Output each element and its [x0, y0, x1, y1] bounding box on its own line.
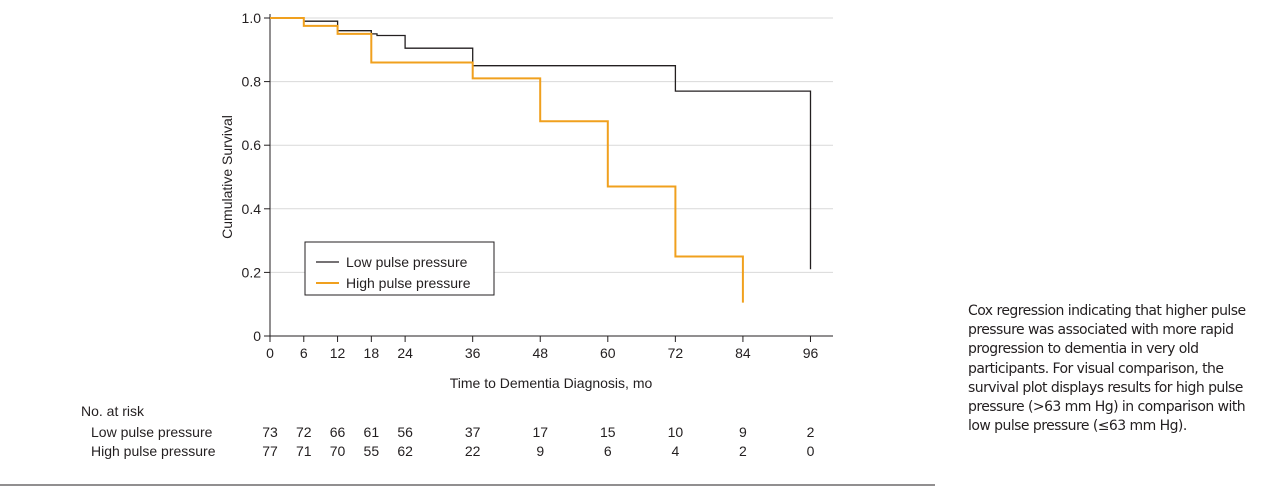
risk-count-high-pulse-pressure-2: 70 — [330, 443, 346, 459]
risk-count-high-pulse-pressure-8: 4 — [671, 443, 679, 459]
risk-count-low-pulse-pressure-9: 9 — [739, 424, 747, 440]
risk-count-high-pulse-pressure-4: 62 — [397, 443, 413, 459]
y-tick-label-0: 0 — [253, 328, 261, 344]
risk-count-low-pulse-pressure-4: 56 — [397, 424, 413, 440]
y-tick-label-3: 0.6 — [242, 137, 262, 153]
y-axis-title: Cumulative Survival — [219, 115, 235, 239]
risk-count-low-pulse-pressure-1: 72 — [296, 424, 312, 440]
risk-count-high-pulse-pressure-0: 77 — [262, 443, 278, 459]
legend-label-high-pulse-pressure: High pulse pressure — [346, 275, 471, 291]
grid-lines — [270, 17, 833, 273]
tick-marks-and-labels: 0 0.2 0.4 0.6 0.8 1.0 0 6 12 18 24 36 48 60 72 84 96 — [242, 10, 819, 361]
y-tick-label-2: 0.4 — [242, 201, 262, 217]
x-tick-label-10: 96 — [803, 345, 819, 361]
x-tick-label-8: 72 — [668, 345, 684, 361]
x-tick-label-7: 60 — [600, 345, 616, 361]
risk-row-label-high-pulse-pressure: High pulse pressure — [91, 443, 216, 459]
risk-count-high-pulse-pressure-7: 6 — [604, 443, 612, 459]
legend: Low pulse pressure High pulse pressure — [304, 241, 495, 296]
x-tick-label-9: 84 — [735, 345, 751, 361]
risk-count-high-pulse-pressure-6: 9 — [536, 443, 544, 459]
survival-curves — [270, 17, 812, 303]
series-line-high-pulse-pressure — [270, 17, 744, 303]
series-line-low-pulse-pressure — [270, 17, 812, 270]
axes — [269, 14, 833, 337]
risk-count-high-pulse-pressure-9: 2 — [739, 443, 747, 459]
x-tick-label-6: 48 — [532, 345, 548, 361]
risk-table-title: No. at risk — [81, 403, 145, 419]
risk-count-low-pulse-pressure-5: 37 — [465, 424, 481, 440]
risk-count-low-pulse-pressure-6: 17 — [532, 424, 548, 440]
risk-count-low-pulse-pressure-2: 66 — [330, 424, 346, 440]
risk-count-low-pulse-pressure-10: 2 — [807, 424, 815, 440]
risk-count-low-pulse-pressure-8: 10 — [668, 424, 684, 440]
x-tick-label-5: 36 — [465, 345, 481, 361]
risk-count-high-pulse-pressure-1: 71 — [296, 443, 312, 459]
legend-box — [304, 241, 495, 296]
risk-counts: 73 72 66 61 56 37 17 15 10 9 2 77 71 70 55 62 22 9 6 4 2 0 — [262, 424, 814, 459]
risk-count-high-pulse-pressure-10: 0 — [807, 443, 815, 459]
figure-caption: Cox regression indicating that higher pu… — [968, 303, 1246, 435]
y-tick-label-5: 1.0 — [242, 10, 262, 26]
y-tick-label-4: 0.8 — [242, 74, 262, 90]
x-tick-label-3: 18 — [364, 345, 380, 361]
risk-row-label-low-pulse-pressure: Low pulse pressure — [91, 424, 213, 440]
x-axis-title: Time to Dementia Diagnosis, mo — [450, 375, 653, 391]
risk-count-high-pulse-pressure-3: 55 — [364, 443, 380, 459]
x-tick-label-1: 6 — [300, 345, 308, 361]
risk-count-low-pulse-pressure-7: 15 — [600, 424, 616, 440]
risk-count-low-pulse-pressure-0: 73 — [262, 424, 278, 440]
risk-count-low-pulse-pressure-3: 61 — [364, 424, 380, 440]
legend-label-low-pulse-pressure: Low pulse pressure — [346, 254, 468, 270]
x-tick-label-2: 12 — [330, 345, 346, 361]
risk-table: No. at risk Low pulse pressure High puls… — [81, 403, 815, 459]
x-tick-label-4: 24 — [397, 345, 413, 361]
y-tick-label-1: 0.2 — [242, 264, 262, 280]
x-tick-label-0: 0 — [266, 345, 274, 361]
risk-count-high-pulse-pressure-5: 22 — [465, 443, 481, 459]
